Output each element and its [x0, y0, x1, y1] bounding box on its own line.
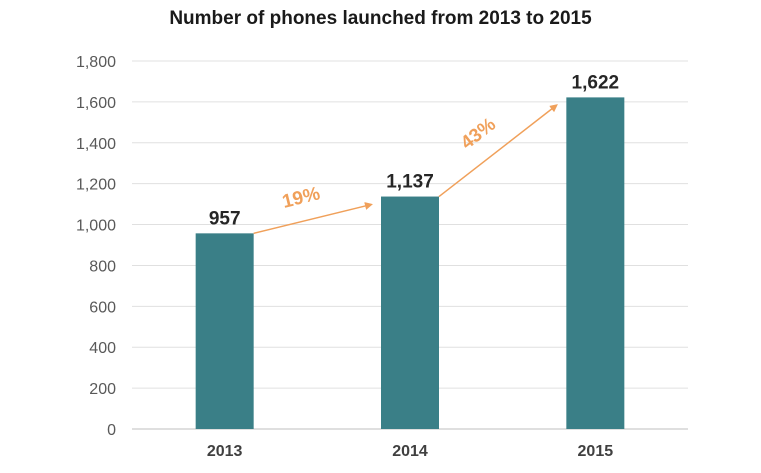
x-axis: 2013 2014 2015 [207, 443, 613, 460]
data-label-2013: 957 [209, 208, 241, 229]
y-tick-label: 1,600 [76, 95, 116, 112]
y-tick-label: 200 [89, 381, 116, 398]
y-tick-label: 1,200 [76, 177, 116, 194]
growth-arrow [253, 202, 373, 235]
growth-label: 43% [457, 114, 500, 154]
growth-label: 19% [280, 183, 322, 212]
y-axis: 0 200 400 600 800 1,000 1,200 1,400 1,600 1,800 [76, 54, 116, 439]
x-tick-label-2013: 2013 [207, 443, 243, 460]
data-label-2014: 1,137 [386, 172, 434, 193]
y-tick-label: 1,800 [76, 54, 116, 71]
bar-2014 [381, 196, 439, 429]
chart-title: Number of phones launched from 2013 to 2… [169, 8, 592, 29]
y-tick-label: 0 [107, 422, 116, 439]
y-tick-label: 800 [89, 258, 116, 275]
x-tick-label-2015: 2015 [578, 443, 614, 460]
x-tick-label-2014: 2014 [392, 443, 428, 460]
data-labels: 957 1,137 1,622 [209, 72, 619, 229]
y-tick-label: 400 [89, 340, 116, 357]
data-label-2015: 1,622 [572, 72, 620, 93]
y-tick-label: 600 [89, 299, 116, 316]
y-tick-label: 1,000 [76, 218, 116, 235]
bar-2015 [566, 97, 625, 429]
bars [195, 97, 625, 429]
y-tick-label: 1,400 [76, 136, 116, 153]
growth-arrow [438, 104, 558, 198]
bar-2013 [195, 233, 254, 429]
